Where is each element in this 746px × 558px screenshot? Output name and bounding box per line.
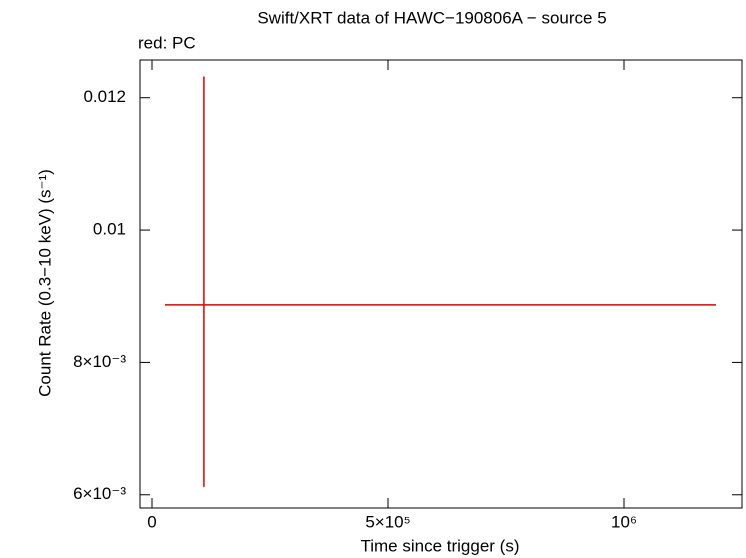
x-tick-label: 5×10⁵ bbox=[365, 512, 410, 531]
y-tick-label: 6×10⁻³ bbox=[73, 484, 126, 503]
subtitle: red: PC bbox=[138, 33, 196, 52]
x-tick-label: 0 bbox=[147, 512, 156, 531]
y-tick-label: 0.012 bbox=[83, 87, 126, 106]
chart-title: Swift/XRT data of HAWC−190806A − source … bbox=[257, 8, 606, 27]
x-tick-label: 10⁶ bbox=[611, 512, 637, 531]
y-axis-label: Count Rate (0.3−10 keV) (s⁻¹) bbox=[35, 169, 54, 397]
x-axis-label: Time since trigger (s) bbox=[360, 536, 519, 555]
plot-frame bbox=[139, 59, 743, 509]
y-tick-label: 8×10⁻³ bbox=[73, 352, 126, 371]
y-tick-label: 0.01 bbox=[93, 220, 126, 239]
